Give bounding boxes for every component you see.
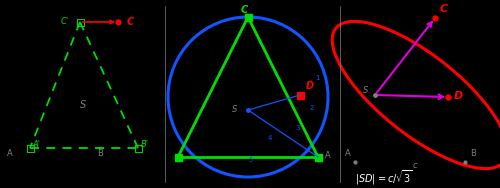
Text: A': A' (32, 140, 40, 149)
Text: B': B' (140, 140, 148, 149)
Polygon shape (314, 153, 322, 161)
Text: C': C' (61, 17, 69, 27)
Text: $|SD| = c/\sqrt{3}$: $|SD| = c/\sqrt{3}$ (355, 169, 412, 187)
Text: 5: 5 (248, 157, 252, 163)
Text: 1: 1 (315, 75, 320, 81)
Polygon shape (244, 14, 252, 20)
Text: D: D (454, 91, 463, 101)
Text: S: S (80, 100, 86, 110)
Text: 4: 4 (268, 135, 272, 141)
Text: C: C (127, 17, 134, 27)
Text: 3: 3 (295, 125, 300, 131)
Polygon shape (296, 92, 304, 99)
Text: B: B (470, 149, 476, 158)
Text: S: S (232, 105, 237, 114)
Text: C: C (440, 4, 448, 14)
Text: A: A (325, 151, 331, 160)
Text: S: S (362, 86, 368, 95)
Text: A: A (7, 149, 13, 158)
Text: D: D (306, 81, 314, 91)
Text: A: A (345, 149, 351, 158)
Text: c: c (412, 161, 418, 170)
Text: B: B (97, 149, 103, 158)
Polygon shape (174, 153, 182, 161)
Text: C: C (240, 5, 248, 15)
Text: 2: 2 (310, 105, 314, 111)
